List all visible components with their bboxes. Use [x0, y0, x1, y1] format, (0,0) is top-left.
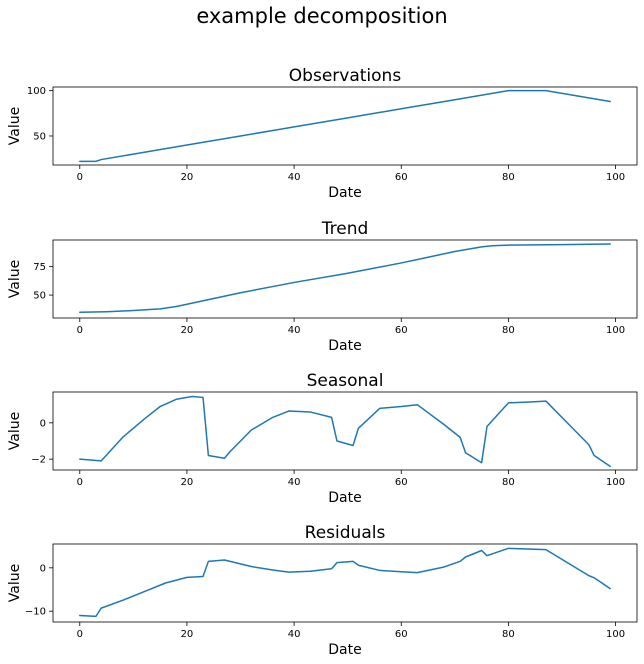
y-tick-label: 0	[40, 563, 46, 574]
x-tick-label: 20	[181, 172, 194, 183]
x-tick-label: 100	[606, 629, 625, 640]
y-tick-label: −10	[25, 607, 46, 618]
x-axis-label: Date	[328, 642, 361, 658]
y-tick-label: 50	[33, 131, 46, 142]
x-tick-label: 60	[395, 172, 408, 183]
axes-frame	[52, 86, 638, 166]
x-tick-label: 0	[77, 629, 83, 640]
x-tick-label: 20	[181, 629, 194, 640]
y-tick-label: 100	[27, 86, 46, 97]
x-tick-label: 80	[502, 325, 515, 336]
x-tick-label: 60	[395, 629, 408, 640]
panel-title: Trend	[321, 219, 369, 239]
series-line	[79, 89, 611, 163]
series-line	[79, 395, 611, 468]
figure-title: example decomposition	[196, 4, 447, 28]
x-tick-label: 80	[502, 629, 515, 640]
axes-frame	[52, 543, 638, 623]
x-tick-label: 100	[606, 477, 625, 488]
x-tick-label: 60	[395, 477, 408, 488]
y-axis-label: Value	[7, 260, 23, 298]
x-tick-label: 20	[181, 477, 194, 488]
x-tick-label: 80	[502, 172, 515, 183]
y-tick-label: −2	[31, 455, 46, 466]
x-tick-label: 0	[77, 325, 83, 336]
x-axis-label: Date	[328, 185, 361, 201]
x-tick-label: 40	[288, 325, 301, 336]
x-tick-label: 0	[77, 172, 83, 183]
x-tick-label: 40	[288, 629, 301, 640]
x-tick-label: 0	[77, 477, 83, 488]
panel-trend: Trend 0 20 40 60 80 100 50 75 Date Value	[7, 219, 638, 354]
y-axis-label: Value	[7, 412, 23, 450]
x-tick-label: 40	[288, 477, 301, 488]
x-tick-label: 60	[395, 325, 408, 336]
panel-seasonal: Seasonal 0 20 40 60 80 100 −2 0 Date Value	[7, 371, 638, 506]
series-line	[79, 547, 611, 618]
panel-title: Residuals	[305, 523, 386, 543]
panel-title: Seasonal	[307, 371, 384, 391]
x-tick-label: 40	[288, 172, 301, 183]
y-axis-label: Value	[7, 564, 23, 602]
panel-observations: Observations 0 20 40 60 80 100 50 100 Date Value	[7, 66, 638, 201]
x-tick-label: 100	[606, 172, 625, 183]
y-tick-label: 75	[33, 262, 46, 273]
x-tick-label: 100	[606, 325, 625, 336]
panel-title: Observations	[289, 66, 402, 86]
y-axis-label: Value	[7, 107, 23, 145]
x-axis-label: Date	[328, 338, 361, 354]
y-tick-label: 0	[40, 418, 46, 429]
panel-residuals: Residuals 0 20 40 60 80 100 −10 0 Date Value	[7, 523, 638, 658]
x-tick-label: 20	[181, 325, 194, 336]
axes-frame	[52, 239, 638, 319]
axes-frame	[52, 391, 638, 471]
y-tick-label: 50	[33, 291, 46, 302]
series-line	[79, 243, 611, 314]
x-tick-label: 80	[502, 477, 515, 488]
x-axis-label: Date	[328, 490, 361, 506]
